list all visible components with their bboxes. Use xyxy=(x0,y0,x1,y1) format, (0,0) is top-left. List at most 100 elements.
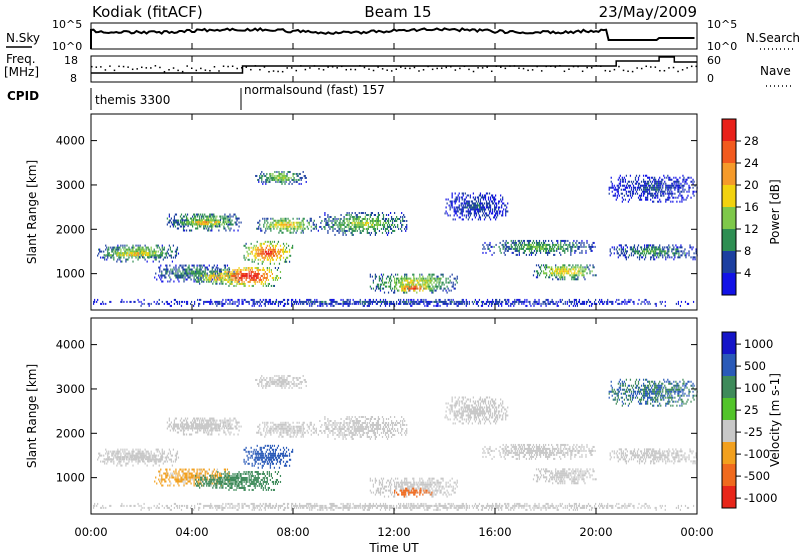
power-echo-cell xyxy=(369,225,371,228)
power-echo-cell xyxy=(395,273,397,276)
power-echo-cell xyxy=(396,277,398,280)
power-echo-cell xyxy=(335,217,337,220)
power-echo-cell xyxy=(123,254,126,257)
power-echo-cell xyxy=(262,268,264,271)
power-echo-cell xyxy=(562,239,564,242)
power-echo-cell xyxy=(259,223,261,226)
power-echo-cell xyxy=(289,170,291,173)
power-echo-cell xyxy=(538,239,541,242)
power-echo-cell xyxy=(192,223,194,226)
power-echo-cell xyxy=(291,182,293,185)
nave-dot xyxy=(345,68,348,71)
power-echo-cell xyxy=(161,280,163,283)
power-echo-cell xyxy=(121,300,123,303)
power-echo-cell xyxy=(535,264,538,267)
power-echo-cell xyxy=(389,275,392,278)
power-echo-cell xyxy=(452,218,454,221)
power-echo-cell xyxy=(615,248,617,251)
power-echo-cell xyxy=(259,268,261,271)
power-echo-cell xyxy=(530,251,533,254)
power-echo-cell xyxy=(270,172,272,175)
power-echo-cell xyxy=(164,256,166,259)
power-echo-cell xyxy=(194,272,196,275)
power-echo-cell xyxy=(320,300,322,303)
power-echo-cell xyxy=(358,212,360,214)
power-echo-cell xyxy=(668,178,670,181)
power-echo-cell xyxy=(263,276,265,279)
power-echo-cell xyxy=(191,221,193,224)
power-echo-cell xyxy=(540,270,543,273)
power-echo-cell xyxy=(376,221,379,224)
power-echo-cell xyxy=(143,252,145,255)
power-echo-cell xyxy=(161,274,163,277)
power-echo-cell xyxy=(643,246,646,249)
power-echo-cell xyxy=(663,182,665,185)
power-echo-cell xyxy=(461,206,463,209)
power-echo-cell xyxy=(187,266,189,269)
power-echo-cell xyxy=(676,184,678,187)
power-echo-cell xyxy=(342,302,344,305)
power-echo-cell xyxy=(266,256,268,259)
power-echo-cell xyxy=(215,223,217,226)
power-echo-cell xyxy=(418,302,420,305)
power-echo-cell xyxy=(472,206,474,209)
power-echo-cell xyxy=(116,254,118,257)
power-echo-cell xyxy=(383,281,386,284)
power-echo-cell xyxy=(213,217,215,220)
power-echo-cell xyxy=(409,281,411,284)
power-echo-cell xyxy=(516,247,518,250)
power-echo-cell xyxy=(387,229,390,232)
power-echo-cell xyxy=(261,248,263,251)
power-echo-cell xyxy=(275,300,278,303)
power-echo-cell xyxy=(337,217,339,220)
power-echo-cell xyxy=(420,298,422,301)
power-echo-cell xyxy=(286,178,288,181)
power-echo-cell xyxy=(345,233,347,236)
power-echo-cell xyxy=(262,276,264,279)
power-echo-cell xyxy=(680,246,682,249)
power-echo-cell xyxy=(337,302,339,305)
power-echo-cell xyxy=(279,244,282,247)
power-echo-cell xyxy=(488,243,490,246)
power-echo-cell xyxy=(126,252,129,255)
power-echo-cell xyxy=(368,300,370,303)
power-echo-cell xyxy=(138,248,140,251)
power-echo-cell xyxy=(413,302,415,305)
power-echo-cell xyxy=(128,252,130,255)
power-echo-cell xyxy=(675,248,677,251)
power-echo-cell xyxy=(260,244,262,247)
power-echo-cell xyxy=(390,302,393,305)
power-echo-cell xyxy=(502,243,504,246)
power-echo-cell xyxy=(672,244,674,247)
power-echo-cell xyxy=(354,227,356,230)
power-echo-cell xyxy=(472,192,474,195)
power-echo-cell xyxy=(427,283,429,286)
power-echo-cell xyxy=(195,270,197,273)
power-echo-cell xyxy=(152,254,154,257)
power-echo-cell xyxy=(385,281,388,284)
power-echo-cell xyxy=(260,252,262,255)
power-echo-cell xyxy=(462,218,464,221)
power-echo-cell xyxy=(467,202,469,205)
power-echo-cell xyxy=(553,253,555,256)
power-echo-cell xyxy=(220,276,222,279)
power-echo-cell xyxy=(406,291,408,294)
power-echo-cell xyxy=(191,268,193,271)
power-echo-cell xyxy=(270,252,272,255)
power-echo-cell xyxy=(677,190,679,193)
power-echo-cell xyxy=(335,302,337,305)
power-echo-cell xyxy=(549,276,551,279)
power-echo-cell xyxy=(473,206,475,209)
power-echo-cell xyxy=(371,219,373,222)
power-echo-cell xyxy=(470,208,472,211)
power-echo-cell xyxy=(488,202,491,205)
power-echo-cell xyxy=(352,215,354,218)
nave-dot xyxy=(236,67,238,70)
power-echo-cell xyxy=(637,252,640,255)
power-echo-cell xyxy=(665,186,667,189)
power-echo-cell xyxy=(673,196,675,199)
power-echo-cell xyxy=(465,202,467,205)
power-echo-cell xyxy=(498,208,500,211)
power-echo-cell xyxy=(644,180,647,183)
power-echo-cell xyxy=(155,252,157,255)
